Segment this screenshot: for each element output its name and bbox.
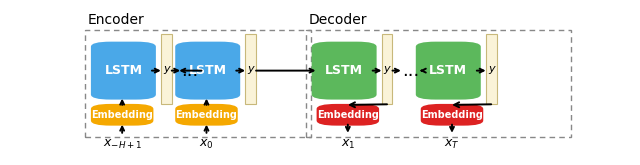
- Text: LSTM: LSTM: [189, 64, 227, 77]
- Text: Embedding: Embedding: [317, 110, 379, 120]
- Text: LSTM: LSTM: [104, 64, 143, 77]
- FancyBboxPatch shape: [245, 34, 256, 104]
- Text: LSTM: LSTM: [429, 64, 467, 77]
- Text: y: y: [488, 64, 495, 74]
- Text: $x_T$: $x_T$: [444, 138, 460, 151]
- Text: $x_1$: $x_1$: [340, 138, 355, 151]
- FancyBboxPatch shape: [312, 42, 376, 100]
- FancyBboxPatch shape: [317, 104, 379, 126]
- Text: $x_{-H+1}$: $x_{-H+1}$: [102, 138, 141, 151]
- FancyBboxPatch shape: [175, 104, 237, 126]
- Text: Embedding: Embedding: [175, 110, 237, 120]
- FancyBboxPatch shape: [91, 104, 154, 126]
- Text: Embedding: Embedding: [421, 110, 483, 120]
- Text: ...: ...: [402, 62, 419, 80]
- Text: LSTM: LSTM: [325, 64, 363, 77]
- FancyBboxPatch shape: [486, 34, 497, 104]
- FancyBboxPatch shape: [91, 42, 156, 100]
- Text: y: y: [384, 64, 390, 74]
- FancyBboxPatch shape: [416, 42, 481, 100]
- Text: $x_0$: $x_0$: [199, 138, 214, 151]
- Text: Embedding: Embedding: [92, 110, 153, 120]
- FancyBboxPatch shape: [175, 42, 240, 100]
- Text: y: y: [247, 64, 254, 74]
- Text: Encoder: Encoder: [88, 13, 144, 27]
- FancyBboxPatch shape: [161, 34, 172, 104]
- FancyBboxPatch shape: [381, 34, 392, 104]
- FancyBboxPatch shape: [420, 104, 483, 126]
- Text: Decoder: Decoder: [308, 13, 367, 27]
- Text: ...: ...: [182, 62, 199, 80]
- Text: y: y: [163, 64, 170, 74]
